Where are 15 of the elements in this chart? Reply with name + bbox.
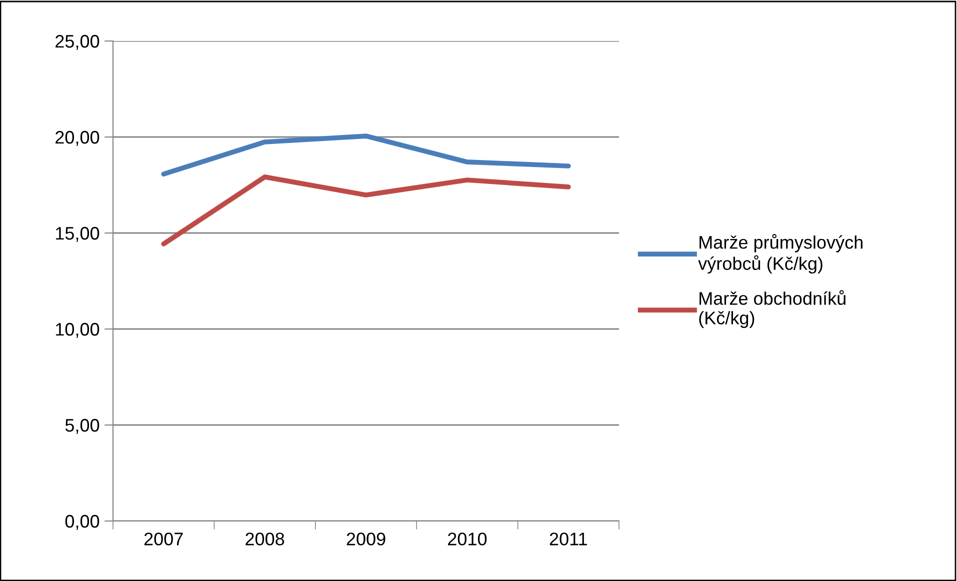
x-tick-label: 2010 <box>448 532 487 546</box>
x-tick-label: 2011 <box>550 532 587 546</box>
x-tick-label: 2008 <box>246 532 284 546</box>
x-tick-label: 2009 <box>346 532 386 546</box>
line-series <box>161 174 571 246</box>
y-tick-label: 10,00 <box>56 322 100 338</box>
line-series <box>161 134 571 176</box>
x-tick-label: 2007 <box>144 532 183 546</box>
y-tick-label: 20,00 <box>56 130 100 146</box>
y-tick-label: 25,00 <box>56 34 100 50</box>
y-tick-label: 5,00 <box>65 418 100 434</box>
y-tick-label: 0,00 <box>65 514 100 530</box>
legend-label: Marže průmyslových výrobců (Kč/kg) <box>698 234 862 274</box>
legend-label: Marže obchodníků (Kč/kg) <box>699 290 846 328</box>
y-tick-label: 15,00 <box>56 226 100 242</box>
